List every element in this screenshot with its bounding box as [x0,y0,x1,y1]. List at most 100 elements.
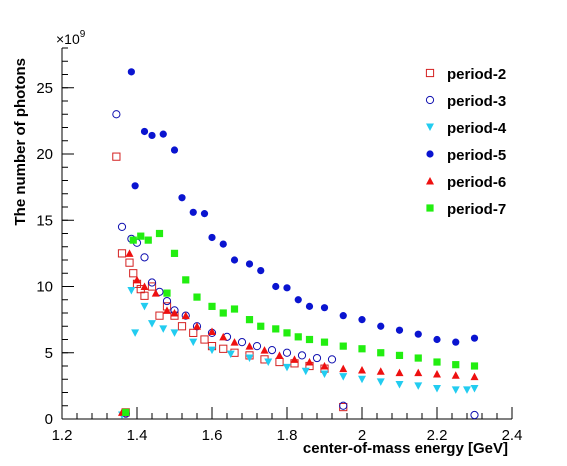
data-point-period-6 [163,306,171,314]
data-point-period-4 [463,386,471,394]
legend: period-2 period-3 period-4 period-5 period-6… [425,66,507,218]
data-point-period-7 [170,249,179,257]
data-point-period-4 [189,338,198,347]
data-point-period-4 [301,367,310,376]
data-point-period-5 [189,208,197,216]
y-tick-label: 0 [45,411,53,428]
data-point-period-3 [339,401,348,410]
data-point-period-6 [245,342,254,350]
data-point-period-4 [170,329,179,337]
data-point-period-7 [283,329,291,337]
data-point-period-4 [433,385,441,393]
data-point-period-7 [129,236,137,244]
data-markers [112,68,479,420]
data-point-period-6 [290,355,299,363]
legend-label-period-7: period-7 [447,201,506,218]
data-point-period-5 [245,260,254,268]
data-point-period-6 [358,365,366,374]
data-point-period-6 [181,311,190,320]
data-point-period-6 [433,369,441,378]
legend-marker-period-7 [426,204,434,212]
data-point-period-6 [376,367,385,375]
data-point-period-4 [208,346,216,355]
data-point-period-5 [339,312,347,320]
data-point-period-3 [297,351,307,360]
series-period-5 [127,68,479,346]
series-period-7 [122,229,479,416]
data-point-period-4 [226,350,235,359]
data-point-period-7 [155,229,164,238]
data-point-period-7 [320,338,329,346]
data-point-period-4 [264,358,273,367]
series-period-3 [112,110,479,420]
data-point-period-2 [219,344,228,353]
data-point-period-6 [260,346,269,354]
data-point-period-7 [414,354,422,362]
data-point-period-5 [159,130,167,138]
data-point-period-6 [193,322,201,330]
data-point-period-7 [137,232,145,240]
data-point-period-3 [147,278,157,287]
data-point-period-6 [414,368,423,377]
series-period-2 [112,152,348,417]
x-tick-label: 2.2 [427,427,448,444]
data-point-period-3 [327,355,337,364]
legend-label-period-3: period-3 [447,93,506,110]
data-point-period-5 [131,182,139,190]
data-point-period-4 [148,320,156,328]
series-period-6 [118,249,479,416]
legend-marker-period-4 [426,123,434,131]
data-point-period-5 [433,335,441,344]
data-point-period-4 [414,382,423,390]
data-point-period-6 [451,371,460,379]
data-point-period-3 [267,346,277,355]
series-period-4 [118,286,479,420]
data-point-period-5 [257,267,265,275]
data-point-period-6 [470,372,479,381]
x-tick-label: 2.4 [502,427,523,444]
data-point-period-6 [305,358,314,366]
data-point-period-4 [451,386,460,394]
data-point-period-5 [178,194,186,202]
y-axis-title: The number of photons [12,58,29,225]
data-point-period-2 [275,357,284,367]
data-point-period-2 [140,291,149,300]
data-point-period-6 [125,249,134,257]
data-point-period-6 [140,282,149,290]
data-point-period-5 [377,322,385,330]
data-point-period-5 [219,240,227,248]
data-point-period-3 [112,110,121,119]
data-point-period-7 [230,305,239,313]
x-tick-label: 1.4 [127,427,148,444]
x-tick-label: 2 [358,427,366,444]
legend-label-period-4: period-4 [447,120,507,137]
data-point-period-7 [433,358,441,366]
data-point-period-5 [283,284,291,292]
data-point-period-2 [125,258,134,267]
data-point-period-4 [395,381,404,389]
data-point-period-7 [452,361,460,369]
data-point-period-5 [272,282,280,291]
legend-marker-period-3 [425,95,435,105]
data-point-period-7 [182,276,190,284]
data-point-period-3 [252,342,262,351]
data-point-period-5 [452,338,460,346]
data-point-period-4 [283,363,291,372]
data-point-period-4 [245,354,254,363]
y-tick-label: 25 [36,80,53,97]
data-point-period-7 [294,333,302,341]
legend-marker-period-6 [426,177,434,185]
data-point-period-2 [200,335,209,344]
data-point-period-4 [339,373,348,381]
data-point-period-2 [147,282,157,291]
data-point-period-6 [151,289,160,297]
legend-marker-period-2 [425,68,435,78]
data-point-period-5 [470,334,479,342]
data-point-period-5 [140,127,149,136]
data-point-period-4 [131,329,140,337]
data-point-period-7 [358,345,366,353]
x-tick-label: 1.6 [202,427,223,444]
data-point-period-4 [376,378,385,386]
data-point-period-6 [230,338,239,346]
